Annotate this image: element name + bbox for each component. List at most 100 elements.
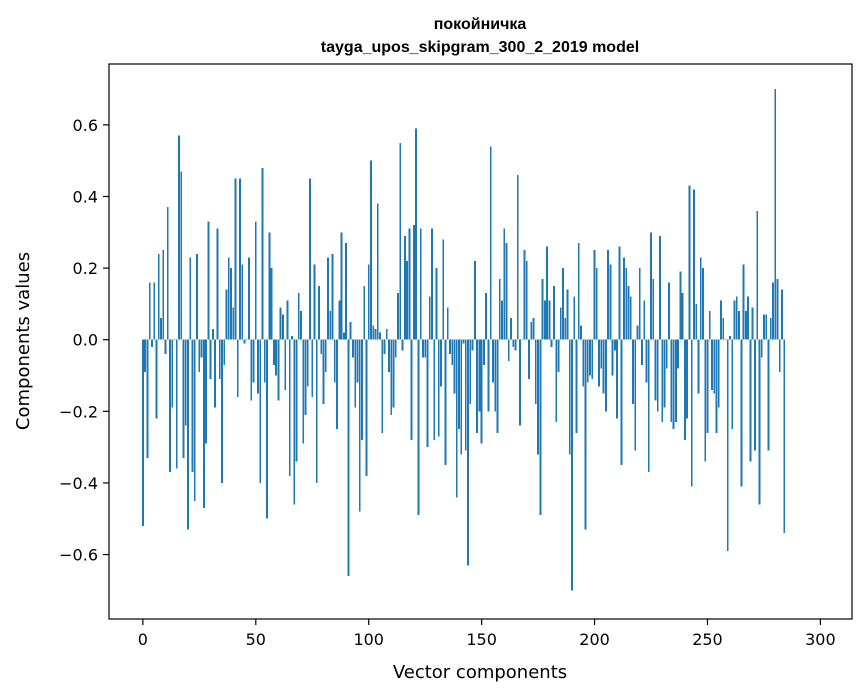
- bar-193: [577, 243, 580, 340]
- bar-181: [550, 339, 553, 347]
- bar-284: [783, 339, 786, 534]
- bar-228: [656, 339, 659, 412]
- bar-271: [753, 339, 756, 451]
- bar-277: [767, 339, 770, 451]
- bar-86: [336, 339, 338, 430]
- x-tick-label: 50: [246, 630, 266, 649]
- bar-154: [489, 146, 492, 340]
- bar-35: [221, 339, 223, 483]
- bar-44: [241, 264, 244, 340]
- bar-229: [659, 235, 661, 340]
- bar-240: [683, 339, 686, 440]
- bar-249: [704, 339, 707, 462]
- bar-118: [408, 228, 411, 340]
- bar-112: [394, 339, 397, 358]
- bar-206: [607, 250, 609, 340]
- bar-119: [410, 339, 413, 440]
- y-tick-label: 0.0: [73, 331, 98, 350]
- bar-31: [211, 328, 214, 340]
- x-tick-label: 300: [805, 630, 836, 649]
- bar-268: [747, 296, 750, 340]
- bar-8: [160, 318, 162, 340]
- bar-203: [600, 339, 603, 369]
- bar-124: [422, 339, 424, 358]
- bar-185: [559, 307, 562, 340]
- bar-169: [523, 250, 526, 340]
- bar-162: [507, 339, 510, 362]
- bar-110: [390, 339, 393, 415]
- bar-50: [254, 221, 257, 340]
- bar-54: [263, 339, 266, 383]
- bar-177: [541, 278, 544, 340]
- bar-199: [591, 339, 594, 380]
- bar-106: [381, 339, 384, 433]
- bar-97: [361, 339, 363, 440]
- bar-27: [202, 339, 205, 508]
- bar-131: [437, 339, 440, 437]
- bar-123: [419, 228, 422, 340]
- bar-261: [731, 339, 734, 430]
- bar-220: [638, 268, 641, 340]
- bar-101: [370, 160, 372, 340]
- bar-70: [300, 311, 302, 340]
- bar-160: [503, 228, 506, 340]
- bar-255: [717, 339, 720, 408]
- bar-186: [562, 268, 564, 340]
- bar-266: [742, 264, 745, 340]
- y-tick-label: 0.2: [73, 259, 98, 278]
- bar-140: [458, 339, 460, 430]
- bar-262: [733, 300, 736, 340]
- bar-215: [627, 286, 630, 340]
- bar-82: [327, 257, 329, 340]
- bar-16: [178, 135, 180, 340]
- bar-33: [216, 228, 219, 340]
- bar-103: [374, 328, 377, 340]
- bar-217: [632, 339, 634, 405]
- bar-134: [444, 339, 447, 466]
- chart-title-line-1: покойничка: [434, 16, 527, 33]
- bar-83: [329, 311, 332, 340]
- y-tick-label: 0.4: [73, 187, 98, 206]
- bar-273: [758, 339, 761, 505]
- bar-157: [496, 339, 499, 433]
- bar-205: [604, 339, 607, 412]
- bar-207: [609, 264, 612, 340]
- bar-174: [534, 339, 537, 405]
- bar-48: [250, 339, 253, 401]
- bar-41: [234, 178, 237, 340]
- bar-250: [706, 339, 709, 433]
- bar-130: [435, 268, 438, 340]
- bar-51: [257, 339, 259, 394]
- bar-61: [279, 307, 282, 340]
- bar-125: [424, 339, 427, 358]
- y-axis-ticks: −0.6 −0.4 −0.2 0.0 0.2 0.4 0.6: [59, 116, 109, 565]
- bar-4: [151, 339, 153, 347]
- bar-151: [482, 339, 485, 365]
- bar-135: [446, 307, 449, 340]
- bar-216: [629, 296, 632, 340]
- bar-0: [141, 339, 144, 526]
- bar-232: [665, 339, 668, 369]
- bar-117: [406, 260, 409, 340]
- bar-92: [349, 321, 352, 340]
- bar-73: [306, 339, 309, 387]
- bar-102: [372, 325, 375, 340]
- x-tick-label: 0: [138, 630, 148, 649]
- bar-182: [552, 286, 555, 340]
- bar-75: [311, 339, 314, 397]
- y-tick-label: −0.6: [59, 546, 98, 565]
- bar-223: [645, 339, 648, 383]
- bar-109: [388, 339, 390, 372]
- bar-270: [751, 307, 754, 340]
- bar-161: [505, 243, 508, 340]
- bar-100: [367, 264, 370, 340]
- bar-11: [166, 207, 169, 340]
- bar-142: [462, 339, 465, 344]
- bar-65: [288, 339, 291, 476]
- bar-115: [401, 339, 404, 351]
- bar-7: [157, 253, 160, 340]
- bar-60: [277, 339, 280, 401]
- bar-2: [146, 339, 149, 458]
- bar-66: [291, 336, 293, 340]
